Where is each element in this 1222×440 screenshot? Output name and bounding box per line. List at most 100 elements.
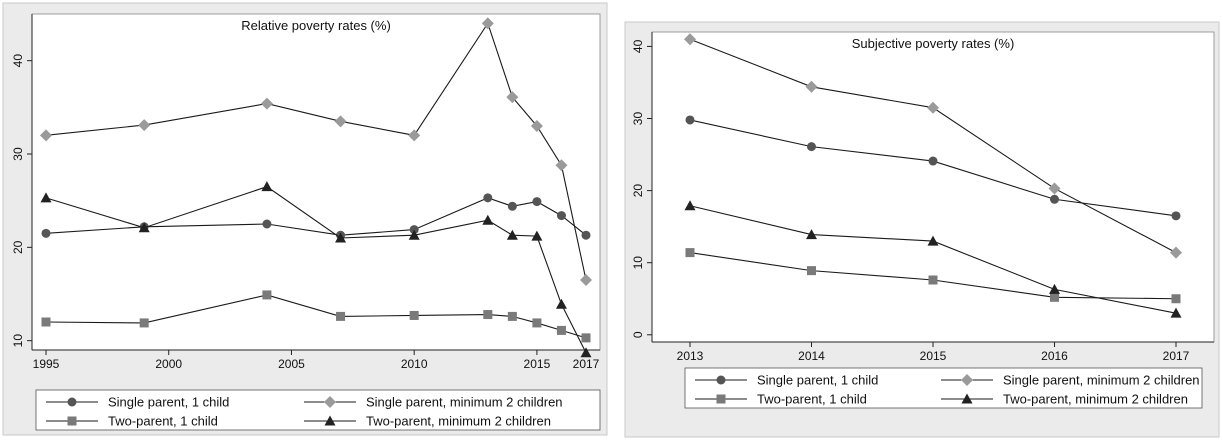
x-tick-label: 2017 [1163, 349, 1190, 363]
data-point [481, 17, 494, 30]
data-point [807, 266, 816, 276]
data-point [556, 211, 566, 221]
data-point [138, 119, 151, 132]
chart-title: Subjective poverty rates (%) [852, 36, 1015, 51]
y-tick-label: 30 [631, 112, 645, 126]
legend-item: Two-parent, minimum 2 children [941, 392, 1188, 407]
legend-label: Single parent, 1 child [757, 373, 878, 388]
legend-item: Single parent, 1 child [46, 395, 229, 410]
legend-item: Single parent, minimum 2 children [941, 373, 1200, 388]
data-point [580, 347, 592, 358]
data-point [262, 219, 272, 229]
data-point [1048, 182, 1061, 195]
data-point [409, 225, 419, 235]
data-point [41, 317, 51, 327]
legend-swatch-marker [716, 394, 726, 404]
data-point [506, 229, 518, 240]
y-tick-label: 10 [11, 334, 25, 348]
legend-swatch-marker [67, 397, 77, 407]
data-point [507, 201, 517, 211]
x-tick-label: 2014 [798, 349, 825, 363]
data-point [506, 91, 519, 104]
x-tick-label: 2015 [524, 357, 551, 371]
x-tick-label: 2015 [920, 349, 947, 363]
legend [684, 367, 1203, 409]
data-point [334, 115, 347, 128]
data-point [928, 275, 938, 285]
data-point [685, 115, 695, 125]
data-point [1171, 211, 1181, 221]
y-tick-label: 20 [11, 240, 25, 254]
x-tick-label: 2010 [401, 357, 428, 371]
legend [35, 389, 601, 431]
x-tick-label: 2013 [677, 349, 704, 363]
data-point [409, 310, 419, 320]
data-point [580, 274, 592, 286]
data-point [335, 232, 347, 243]
data-point [531, 230, 543, 241]
data-point [1050, 194, 1059, 204]
y-tick-label: 30 [11, 147, 25, 161]
data-point [138, 222, 150, 233]
data-point [40, 192, 52, 203]
data-point [805, 80, 818, 93]
legend-item: Two-parent, 1 child [46, 414, 218, 429]
data-point [482, 214, 494, 225]
legend-swatch-marker [324, 396, 336, 408]
legend-swatch-marker [716, 375, 726, 385]
data-point [581, 333, 591, 343]
series-line [45, 22, 587, 281]
legend-item: Two-parent, minimum 2 children [304, 414, 551, 429]
data-point [807, 142, 816, 152]
data-point [1049, 283, 1060, 294]
data-point [1050, 292, 1059, 302]
data-point [555, 298, 567, 309]
data-point [139, 318, 149, 328]
data-point [408, 229, 420, 240]
plot-area [651, 31, 1215, 343]
data-point [556, 325, 566, 335]
legend-label: Single parent, minimum 2 children [366, 395, 563, 410]
data-point [336, 311, 346, 321]
x-tick-label: 2000 [155, 357, 182, 371]
legend-label: Two-parent, 1 child [757, 392, 867, 407]
data-point [927, 101, 939, 114]
data-point [1170, 307, 1182, 318]
x-tick-label: 1995 [33, 357, 60, 371]
data-point [261, 181, 273, 192]
data-point [581, 230, 591, 240]
legend-item: Single parent, 1 child [695, 373, 878, 388]
y-tick-label: 40 [631, 39, 645, 53]
data-point [530, 120, 543, 132]
data-point [1170, 246, 1182, 259]
data-point [806, 229, 817, 240]
y-tick-label: 0 [631, 331, 645, 338]
legend-label: Two-parent, minimum 2 children [1003, 392, 1188, 407]
data-point [684, 200, 696, 211]
relative-poverty-chart: Relative poverty rates (%) 10 20 30 40 1995 20… [2, 2, 608, 436]
data-point [483, 193, 493, 203]
data-point [483, 310, 493, 320]
legend-item: Two-parent, 1 child [695, 392, 867, 407]
legend-label: Two-parent, 1 child [108, 414, 218, 429]
data-point [262, 290, 272, 300]
subjective-poverty-chart: Subjective poverty rates (%) 0 10 20 30 40 201… [624, 21, 1220, 438]
data-point [408, 129, 421, 142]
data-point [555, 159, 568, 172]
y-tick-label: 10 [631, 256, 645, 270]
series-2 [41, 290, 591, 343]
legend-label: Single parent, minimum 2 children [1003, 373, 1200, 388]
legend-swatch-marker [961, 374, 973, 386]
data-point [1171, 294, 1181, 304]
data-point [927, 235, 939, 246]
data-point [507, 311, 517, 321]
legend-swatch-marker [324, 415, 336, 426]
plot-area [31, 13, 601, 351]
data-point [684, 33, 696, 46]
legend-label: Single parent, 1 child [108, 395, 229, 410]
chart-title: Relative poverty rates (%) [241, 18, 391, 33]
legend-label: Two-parent, minimum 2 children [366, 414, 551, 429]
series-line [45, 197, 587, 236]
series-1 [684, 33, 1182, 259]
series-line [45, 186, 587, 354]
